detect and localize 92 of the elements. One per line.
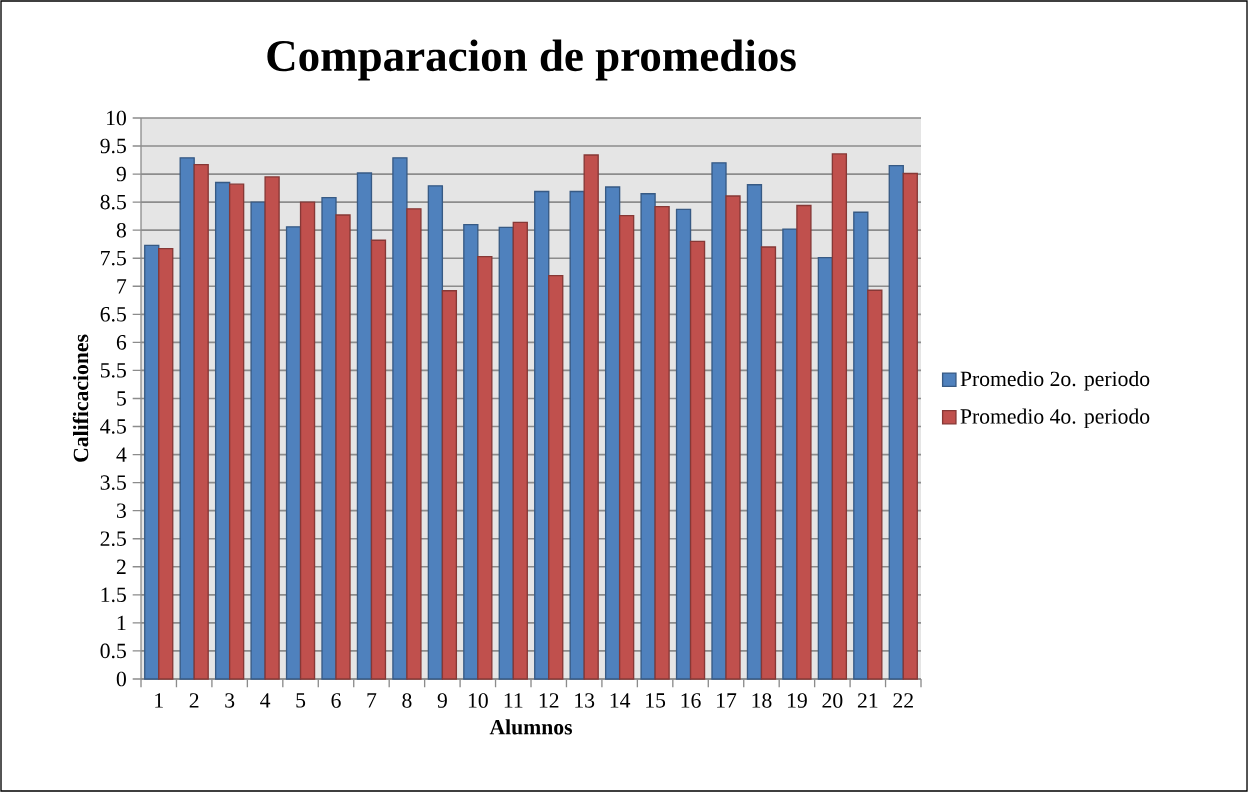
bar <box>604 186 621 680</box>
x-tick-label: 17 <box>717 693 737 708</box>
bar <box>853 211 869 680</box>
bar <box>831 153 848 680</box>
x-tick-label: 8 <box>402 693 412 708</box>
bar <box>228 183 245 680</box>
bar <box>299 201 316 680</box>
bar <box>817 257 834 680</box>
bar <box>406 208 422 680</box>
bar <box>675 208 692 680</box>
x-tick-label: 18 <box>752 693 772 708</box>
y-tick-label: 4 <box>116 447 127 462</box>
y-tick-label: 3 <box>117 503 126 518</box>
bar <box>179 157 195 680</box>
bar <box>569 190 585 680</box>
bar <box>725 195 741 680</box>
bar <box>583 154 599 680</box>
x-tick-label: 5 <box>296 693 306 708</box>
y-tick-label: 4.5 <box>100 419 126 434</box>
bar <box>477 255 493 680</box>
x-tick-label: 4 <box>260 693 271 708</box>
bar <box>654 205 670 680</box>
bar <box>548 274 564 680</box>
bar <box>427 185 444 680</box>
y-tick-label: 5 <box>117 391 126 406</box>
y-tick-label: 1.5 <box>101 587 126 603</box>
y-tick-label: 7.5 <box>101 250 126 266</box>
bar <box>640 193 656 680</box>
y-tick-label: 1 <box>117 615 126 631</box>
x-tick-label: 19 <box>787 693 807 708</box>
x-tick-label: 15 <box>646 693 666 708</box>
bar <box>158 248 174 680</box>
y-tick-label: 6.5 <box>100 307 126 322</box>
x-tick-label: 20 <box>822 693 843 708</box>
bar <box>618 214 635 680</box>
x-tick-label: 1 <box>155 693 163 708</box>
bar <box>335 214 351 680</box>
y-tick-label: 0.5 <box>100 643 126 659</box>
x-tick-label: 22 <box>893 693 913 708</box>
bar <box>441 290 458 680</box>
bar <box>711 162 727 680</box>
y-tick-label: 2.5 <box>100 531 126 547</box>
bar <box>285 226 302 680</box>
bar <box>321 196 337 680</box>
x-tick-label: 6 <box>331 693 341 708</box>
bar <box>867 289 883 680</box>
bar <box>512 221 528 680</box>
y-tick-label: 9.5 <box>100 138 126 154</box>
bar <box>463 223 479 680</box>
x-tick-label: 21 <box>857 693 878 708</box>
x-tick-label: 7 <box>367 693 377 708</box>
y-axis-title: Calificaciones <box>72 334 89 462</box>
x-tick-label: 10 <box>468 693 488 708</box>
bar <box>498 226 514 680</box>
bar <box>250 201 266 680</box>
bar <box>534 190 550 680</box>
bar <box>264 176 280 680</box>
bar <box>746 184 763 680</box>
bar <box>392 157 408 680</box>
y-tick-label: 6 <box>116 335 127 350</box>
x-tick-label: 11 <box>504 693 523 708</box>
legend-label: Promedio 4o. periodo <box>960 408 1150 429</box>
x-tick-label: 14 <box>610 693 631 708</box>
legend-label: Promedio 2o. periodo <box>960 370 1150 391</box>
y-tick-label: 3.5 <box>100 475 126 490</box>
bar <box>689 240 706 680</box>
x-tick-label: 13 <box>575 693 595 708</box>
bar <box>760 246 777 680</box>
x-tick-label: 16 <box>681 693 701 708</box>
y-tick-label: 2 <box>116 559 126 574</box>
x-tick-label: 12 <box>539 693 559 708</box>
bar <box>902 172 918 680</box>
y-tick-label: 0 <box>116 671 126 687</box>
bar <box>214 181 231 680</box>
bar <box>782 228 798 680</box>
y-tick-label: 9 <box>116 166 126 182</box>
x-axis-title: Alumnos <box>489 719 572 735</box>
y-tick-label: 8.5 <box>100 194 126 210</box>
bar <box>370 239 387 680</box>
chart-title: Comparacion de promedios <box>267 39 796 81</box>
y-tick-label: 10 <box>107 110 126 126</box>
bar <box>796 204 812 680</box>
x-tick-label: 2 <box>189 693 199 708</box>
bar <box>193 163 209 680</box>
y-tick-label: 5.5 <box>100 363 126 378</box>
x-tick-label: 9 <box>437 693 447 708</box>
y-tick-label: 7 <box>117 279 127 294</box>
bar <box>144 244 160 680</box>
bar <box>356 172 373 680</box>
bar <box>888 165 904 680</box>
y-tick-label: 8 <box>116 222 126 238</box>
x-tick-label: 3 <box>225 693 235 708</box>
